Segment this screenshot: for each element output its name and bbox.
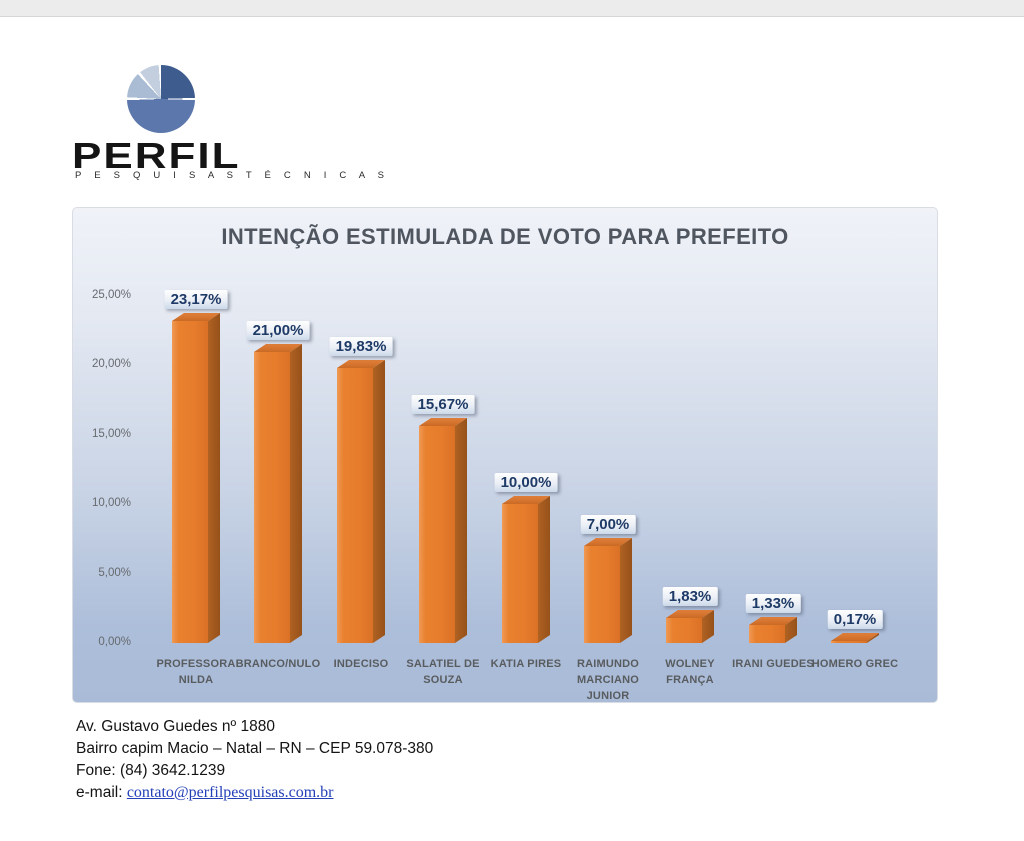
address-line-1: Av. Gustavo Guedes nº 1880 <box>76 718 275 735</box>
x-axis-category-label: INDECISO <box>333 658 389 670</box>
bar-side-face <box>290 343 302 643</box>
y-axis-tick: 5,00% <box>98 566 131 579</box>
x-axis-category-label: RAIMUNDO MARCIANO JUNIOR <box>576 658 640 702</box>
bar-front-face <box>584 546 620 643</box>
bar-side-face <box>620 537 632 643</box>
x-axis-category-label: WOLNEY FRANÇA <box>665 658 715 686</box>
bar-value-label: 23,17% <box>164 290 228 309</box>
x-axis-category-label: PROFESSORA NILDA <box>156 658 236 686</box>
y-axis-tick: 20,00% <box>91 358 131 371</box>
chart-panel: INTENÇÃO ESTIMULADA DE VOTO PARA PREFEIT… <box>72 207 938 703</box>
email-link[interactable]: contato@perfilpesquisas.com.br <box>126 784 334 801</box>
bar-front-face <box>666 618 702 643</box>
bar: 15,67% <box>411 395 475 643</box>
bar: 0,17% <box>827 610 883 643</box>
bar-front-face <box>337 368 373 643</box>
bar-value-label: 0,17% <box>827 610 883 629</box>
window-top-strip <box>0 0 1024 17</box>
phone-line: Fone: (84) 3642.1239 <box>76 762 226 779</box>
pie-chart-logo-icon <box>127 65 195 133</box>
bar: 7,00% <box>580 515 636 643</box>
bar-value-label: 19,83% <box>329 337 393 356</box>
bar-front-face <box>502 504 538 643</box>
x-axis-category-label: BRANCO/NULO <box>235 658 321 670</box>
bar: 23,17% <box>164 290 228 643</box>
email-label: e-mail: <box>76 784 127 801</box>
address-line-2: Bairro capim Macio – Natal – RN – CEP 59… <box>76 740 434 757</box>
bar: 1,83% <box>662 587 718 643</box>
bar-front-face <box>749 625 785 643</box>
bar-side-face <box>455 417 467 643</box>
y-axis-tick: 10,00% <box>91 497 131 510</box>
x-axis-category-label: HOMERO GREC <box>811 658 899 670</box>
chart-title: INTENÇÃO ESTIMULADA DE VOTO PARA PREFEIT… <box>221 224 789 249</box>
bar-side-face <box>538 495 550 643</box>
bar-value-label: 15,67% <box>411 395 475 414</box>
footer-contact-block: Av. Gustavo Guedes nº 1880 Bairro capim … <box>76 716 433 804</box>
bar: 1,33% <box>745 594 801 643</box>
bar-side-face <box>208 312 220 643</box>
bar-value-label: 1,83% <box>662 587 718 606</box>
bar-value-label: 10,00% <box>494 473 558 492</box>
brand-tagline: P E S Q U I S A S T É C N I C A S <box>75 170 390 181</box>
bar-value-label: 7,00% <box>580 515 636 534</box>
bar-front-face <box>831 641 867 643</box>
bar-value-label: 21,00% <box>246 321 310 340</box>
y-axis-tick: 15,00% <box>91 427 131 440</box>
x-axis-category-label: SALATIEL DE SOUZA <box>406 658 480 686</box>
bar-front-face <box>419 426 455 643</box>
bar: 19,83% <box>329 337 393 643</box>
bar: 10,00% <box>494 473 558 643</box>
bar-front-face <box>172 321 208 643</box>
bar-value-label: 1,33% <box>745 594 801 613</box>
y-axis-tick: 0,00% <box>98 636 131 648</box>
bar-front-face <box>254 352 290 643</box>
brand-name: PERFIL <box>72 136 241 177</box>
plot-area: 25,00% 20,00% 15,00% 10,00% 5,00% 0,00% 23,17%… <box>73 208 937 702</box>
x-axis-category-label: KATIA PIRES <box>490 658 562 670</box>
y-axis-tick: 25,00% <box>91 289 131 301</box>
x-axis-category-label: IRANI GUEDES <box>732 658 814 670</box>
bar-side-face <box>373 359 385 643</box>
bar: 21,00% <box>246 321 310 643</box>
email-line: e-mail: contato@perfilpesquisas.com.br <box>76 782 433 804</box>
